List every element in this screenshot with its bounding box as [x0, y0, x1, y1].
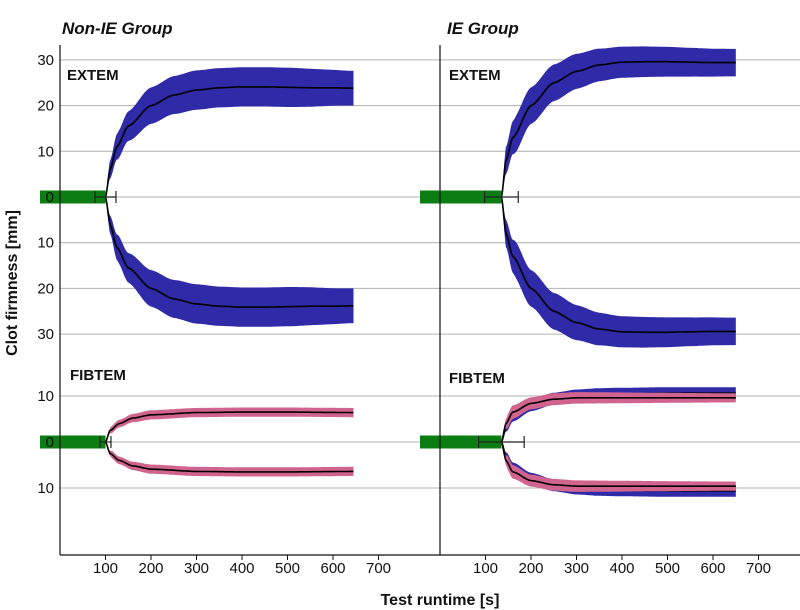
- median-curve-upper: [500, 397, 736, 443]
- clotting-time-bar: [40, 190, 106, 204]
- median-curve-upper: [104, 86, 354, 198]
- y-tick-label: 10: [37, 143, 54, 160]
- x-tick-label: 100: [93, 560, 118, 577]
- text-layer: Non-IE Group IE Group EXTEM FIBTEM EXTEM…: [4, 19, 519, 609]
- band-extem-upper-blue: [501, 46, 736, 198]
- x-tick-label: 400: [609, 560, 634, 577]
- x-tick-label: 300: [564, 560, 589, 577]
- x-tick-label: 200: [518, 560, 543, 577]
- median-curve-lower: [104, 441, 354, 473]
- band-fibtem-lower-pink: [105, 442, 354, 477]
- y-tick-label: 30: [37, 326, 54, 343]
- median-curve-lower: [500, 196, 736, 334]
- band-extem-upper-blue: [105, 67, 354, 197]
- x-tick-label: 700: [366, 560, 391, 577]
- median-curve-upper: [500, 60, 736, 198]
- band-extem-lower-blue: [501, 197, 736, 348]
- grid-layer: [60, 59, 800, 489]
- x-tick-label: 500: [655, 560, 680, 577]
- y-tick-label: 10: [37, 388, 54, 405]
- x-tick-label: 200: [138, 560, 163, 577]
- panel-label-ie-extem: EXTEM: [449, 67, 501, 84]
- panel-label-non-ie-fibtem: FIBTEM: [70, 367, 126, 384]
- band-fibtem-upper-pink: [501, 392, 736, 442]
- y-tick-label: 20: [37, 280, 54, 297]
- y-tick-label: 30: [37, 52, 54, 69]
- x-tick-label: 500: [275, 560, 300, 577]
- y-axis-label: Clot firmness [mm]: [4, 210, 21, 356]
- band-layer: [104, 46, 736, 497]
- group-title-non-ie: Non-IE Group: [62, 19, 172, 38]
- x-tick-label: 400: [229, 560, 254, 577]
- x-tick-label: 600: [700, 560, 725, 577]
- y-tick-label: 10: [37, 480, 54, 497]
- group-title-ie: IE Group: [447, 19, 519, 38]
- median-curve-lower: [104, 196, 354, 308]
- y-tick-label: 10: [37, 235, 54, 252]
- band-extem-lower-blue: [105, 197, 354, 327]
- x-tick-label: 300: [184, 560, 209, 577]
- median-curve-lower: [500, 441, 736, 487]
- panel-label-non-ie-extem: EXTEM: [67, 67, 119, 84]
- y-tick-label: 0: [46, 189, 54, 206]
- x-tick-label: 700: [746, 560, 771, 577]
- x-tick-label: 100: [473, 560, 498, 577]
- band-fibtem-lower-pink: [501, 442, 736, 492]
- clotting-time-bar: [40, 435, 106, 449]
- band-fibtem-upper-pink: [105, 407, 354, 442]
- median-curve-upper: [104, 411, 354, 443]
- y-tick-label: 0: [46, 434, 54, 451]
- x-tick-label: 600: [320, 560, 345, 577]
- y-tick-label: 20: [37, 98, 54, 115]
- panel-label-ie-fibtem: FIBTEM: [449, 370, 505, 387]
- x-axis-label: Test runtime [s]: [381, 592, 500, 609]
